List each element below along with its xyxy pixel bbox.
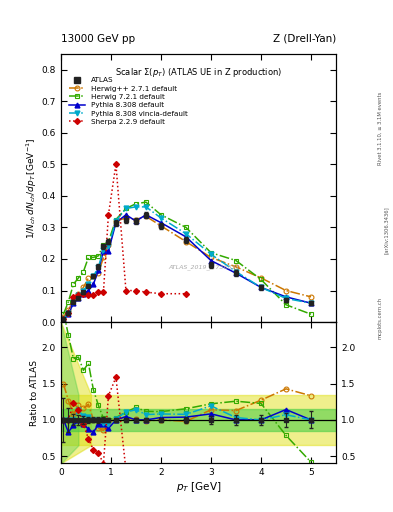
Text: mcplots.cern.ch: mcplots.cern.ch (378, 296, 383, 338)
Text: Z (Drell-Yan): Z (Drell-Yan) (273, 33, 336, 44)
Text: [arXiv:1306.3436]: [arXiv:1306.3436] (384, 206, 389, 254)
Text: ATLAS_2019_I1736531: ATLAS_2019_I1736531 (168, 264, 240, 270)
Text: Rivet 3.1.10, ≥ 3.1M events: Rivet 3.1.10, ≥ 3.1M events (378, 91, 383, 165)
Text: Scalar $\Sigma(p_T)$ (ATLAS UE in Z production): Scalar $\Sigma(p_T)$ (ATLAS UE in Z prod… (115, 66, 282, 79)
Y-axis label: $1/N_{ch}\,dN_{ch}/dp_T\,[\mathrm{GeV}^{-1}]$: $1/N_{ch}\,dN_{ch}/dp_T\,[\mathrm{GeV}^{… (24, 137, 39, 239)
Y-axis label: Ratio to ATLAS: Ratio to ATLAS (30, 360, 39, 426)
X-axis label: $p_T$ [GeV]: $p_T$ [GeV] (176, 480, 221, 494)
Legend: ATLAS, Herwig++ 2.7.1 default, Herwig 7.2.1 default, Pythia 8.308 default, Pythi: ATLAS, Herwig++ 2.7.1 default, Herwig 7.… (67, 75, 190, 127)
Text: 13000 GeV pp: 13000 GeV pp (61, 33, 135, 44)
